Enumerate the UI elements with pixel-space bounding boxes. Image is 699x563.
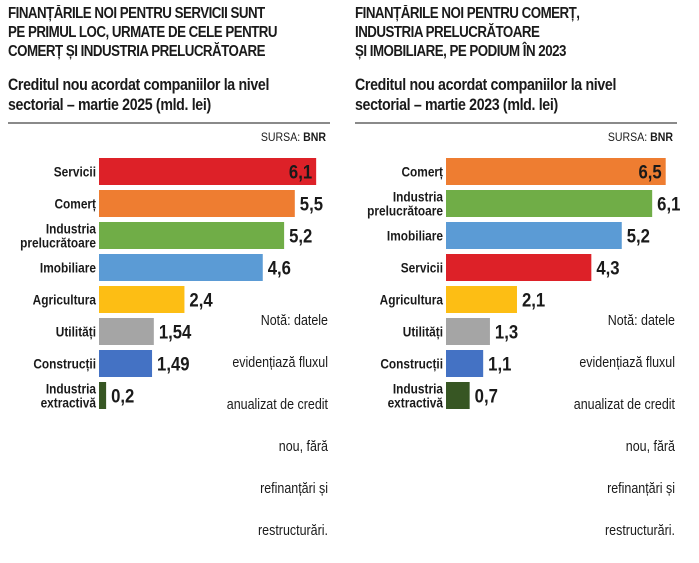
note-line: anualizat de credit	[226, 397, 328, 413]
bar	[99, 382, 107, 409]
category-label: Construcții	[380, 356, 443, 372]
category-label: Comerț	[54, 196, 96, 212]
category-label: Construcții	[33, 356, 96, 372]
title-line: ȘI IMOBILIARE, PE PODIUM ÎN 2023	[355, 43, 566, 60]
bar	[99, 286, 185, 313]
bar	[99, 254, 263, 281]
category-label: extractivă	[388, 395, 444, 411]
bar	[99, 222, 285, 249]
value-label: 1,3	[495, 322, 518, 343]
value-label: 6,1	[289, 162, 312, 183]
chart-subtitle: Creditul nou acordat companiilor la nive…	[355, 75, 639, 115]
value-label: 5,2	[627, 226, 650, 247]
value-label: 0,7	[475, 386, 498, 407]
source-value: BNR	[303, 130, 326, 144]
note-line: nou, fără	[625, 439, 675, 455]
bar	[446, 254, 592, 281]
note-line: Notă: datele	[260, 313, 328, 329]
bar	[99, 350, 153, 377]
bar	[446, 382, 470, 409]
bar	[446, 222, 622, 249]
note-line: refinanțări și	[260, 481, 328, 497]
subtitle-line: Creditul nou acordat companiilor la nive…	[8, 76, 270, 94]
value-label: 5,2	[289, 226, 312, 247]
note-line: evidențiază fluxul	[579, 355, 675, 371]
bar	[446, 318, 490, 345]
category-label: Industria	[393, 189, 444, 205]
value-label: 5,5	[300, 194, 323, 215]
value-label: 2,1	[522, 290, 545, 311]
source-value: BNR	[650, 130, 673, 144]
chart-note: Notă: datele evidențiază fluxul anualiza…	[546, 290, 675, 563]
bar	[446, 158, 666, 185]
source-label: SURSA:	[260, 130, 301, 144]
note-line: restructurări.	[605, 523, 675, 539]
bar	[99, 318, 154, 345]
note-line: refinanțări și	[607, 481, 675, 497]
value-label: 1,54	[159, 322, 192, 343]
chart-panel-2025: FINANȚĂRILE NOI PENTRU SERVICII SUNT PE …	[0, 0, 340, 539]
source-credit: SURSA: BNR	[261, 130, 326, 144]
category-label: Industria	[46, 221, 97, 237]
value-label: 0,2	[111, 386, 134, 407]
title-line: INDUSTRIA PRELUCRĂTOARE	[355, 24, 540, 41]
subtitle-line: Creditul nou acordat companiilor la nive…	[355, 76, 617, 94]
note-line: restructurări.	[258, 523, 328, 539]
chart-subtitle: Creditul nou acordat companiilor la nive…	[8, 75, 292, 115]
chart-title: FINANȚĂRILE NOI PENTRU SERVICII SUNT PE …	[8, 4, 292, 61]
bar	[446, 286, 517, 313]
title-line: PE PRIMUL LOC, URMATE DE CELE PENTRU	[8, 24, 278, 41]
divider	[8, 122, 330, 124]
divider	[355, 122, 677, 124]
title-line: FINANȚĂRILE NOI PENTRU SERVICII SUNT	[8, 5, 265, 22]
title-line: COMERȚ ȘI INDUSTRIA PRELUCRĂTOARE	[8, 43, 266, 60]
note-line: nou, fără	[278, 439, 328, 455]
value-label: 6,5	[638, 162, 661, 183]
value-label: 1,1	[488, 354, 511, 375]
category-label: Imobiliare	[40, 260, 96, 276]
value-label: 2,4	[189, 290, 212, 311]
category-label: prelucrătoare	[367, 203, 443, 219]
value-label: 1,49	[157, 354, 190, 375]
category-label: prelucrătoare	[20, 235, 96, 251]
source-label: SURSA:	[607, 130, 648, 144]
bar	[99, 190, 295, 217]
value-label: 4,6	[268, 258, 291, 279]
source-credit: SURSA: BNR	[608, 130, 673, 144]
title-line: FINANȚĂRILE NOI PENTRU COMERȚ,	[355, 5, 580, 22]
chart-title: FINANȚĂRILE NOI PENTRU COMERȚ, INDUSTRIA…	[355, 4, 639, 61]
chart-panel-2023: FINANȚĂRILE NOI PENTRU COMERȚ, INDUSTRIA…	[347, 0, 687, 539]
category-label: Servicii	[54, 164, 96, 180]
bar	[446, 350, 484, 377]
category-label: Agricultura	[380, 292, 444, 308]
category-label: Utilități	[403, 324, 443, 340]
category-label: Industria	[46, 381, 97, 397]
bar	[446, 190, 653, 217]
bar	[99, 158, 317, 185]
category-label: Comerț	[401, 164, 443, 180]
category-label: Utilități	[56, 324, 96, 340]
category-label: Industria	[393, 381, 444, 397]
note-line: Notă: datele	[607, 313, 675, 329]
value-label: 6,1	[657, 194, 680, 215]
value-label: 4,3	[596, 258, 619, 279]
note-line: evidențiază fluxul	[232, 355, 328, 371]
category-label: Imobiliare	[387, 228, 443, 244]
category-label: extractivă	[41, 395, 97, 411]
category-label: Servicii	[401, 260, 443, 276]
subtitle-line: sectorial – martie 2025 (mld. lei)	[8, 96, 211, 114]
note-line: anualizat de credit	[573, 397, 675, 413]
subtitle-line: sectorial – martie 2023 (mld. lei)	[355, 96, 558, 114]
category-label: Agricultura	[33, 292, 97, 308]
chart-note: Notă: datele evidențiază fluxul anualiza…	[199, 290, 328, 563]
